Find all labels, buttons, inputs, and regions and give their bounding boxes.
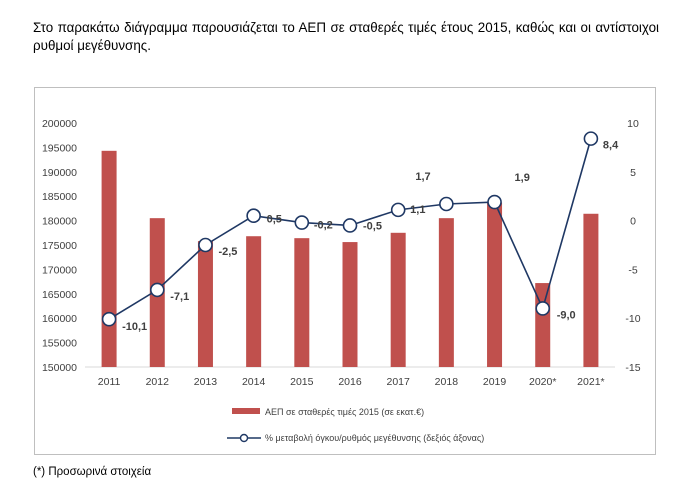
- chart-container: 150000 155000 160000 165000 170000 175000 1800…: [34, 87, 656, 455]
- left-axis-tick-label: 155000: [42, 338, 77, 350]
- left-axis-tick-label: 180000: [42, 216, 77, 228]
- left-axis-tick-label: 195000: [42, 142, 77, 154]
- bar-2019: [487, 202, 503, 367]
- x-axis-tick-label: 2018: [435, 376, 459, 388]
- x-axis-tick-label: 2021*: [577, 376, 604, 388]
- line-data-label: -9,0: [557, 309, 576, 321]
- bar-2011: [101, 150, 117, 367]
- legend-bar-label: ΑΕΠ σε σταθερές τιμές 2015 (σε εκατ.€): [265, 407, 424, 417]
- line-data-label: 1,7: [415, 171, 430, 183]
- line-data-label: 0,5: [267, 214, 282, 226]
- line-markers: [101, 131, 599, 327]
- x-axis-tick-label: 2014: [242, 376, 266, 388]
- line-data-labels: -10,1 -7,1 -2,5 0,5 -0,2 -0,5 1,1 1,7 1,9 -9,0 8,4: [122, 140, 619, 334]
- left-axis-tick-label: 160000: [42, 313, 77, 325]
- line-data-label: -10,1: [122, 321, 147, 333]
- bar-2014: [246, 236, 262, 367]
- line-data-label: -7,1: [170, 291, 189, 303]
- left-axis-tick-label: 170000: [42, 264, 77, 276]
- left-axis-tick-label: 200000: [42, 118, 77, 130]
- bar-2016: [342, 242, 358, 367]
- left-axis-tick-label: 150000: [42, 362, 77, 374]
- x-axis-tick-label: 2011: [98, 376, 121, 388]
- bar-2018: [438, 218, 454, 367]
- x-axis-tick-label: 2013: [194, 376, 218, 388]
- left-axis: 150000 155000 160000 165000 170000 175000 1800…: [42, 118, 77, 374]
- line-data-label: 1,1: [410, 204, 425, 216]
- right-axis-tick-label: 0: [630, 216, 636, 228]
- x-axis-tick-label: 2019: [483, 376, 507, 388]
- right-axis-tick-label: 10: [627, 118, 639, 130]
- legend-line-label: % μεταβολή όγκου/ρυθμός μεγέθυνσης (δεξι…: [265, 433, 484, 443]
- line-data-label: -0,5: [363, 220, 382, 232]
- line-marker-2021*: [583, 131, 599, 146]
- legend: ΑΕΠ σε σταθερές τιμές 2015 (σε εκατ.€) %…: [227, 407, 484, 443]
- legend-bar-swatch: [232, 408, 260, 414]
- x-axis-tick-label: 2017: [387, 376, 411, 388]
- line-data-label: 8,4: [603, 140, 619, 152]
- line-marker-2015: [294, 215, 310, 230]
- line-marker-2016: [342, 218, 358, 233]
- line-marker-2017: [390, 202, 406, 218]
- line-data-label: -2,5: [218, 246, 237, 258]
- line-marker-2020*: [535, 301, 551, 316]
- x-axis-tick-label: 2016: [338, 376, 362, 388]
- right-axis: -15 -10 -5 0 5 10: [625, 118, 640, 374]
- left-axis-tick-label: 165000: [42, 289, 77, 301]
- left-axis-tick-label: 190000: [42, 167, 77, 179]
- right-axis-tick-label: -10: [625, 313, 640, 325]
- x-axis-tick-label: 2020*: [529, 376, 556, 388]
- gdp-chart: 150000 155000 160000 165000 170000 175000 1800…: [42, 118, 641, 443]
- intro-paragraph: Στο παρακάτω διάγραμμα παρουσιάζεται το …: [33, 20, 659, 53]
- x-axis: 2011 2012 2013 2014 2015 2016 2017 2018 2019 2020…: [98, 376, 605, 388]
- bar-2021*: [583, 213, 599, 367]
- line-marker-2019: [487, 194, 502, 210]
- right-axis-tick-label: -5: [628, 264, 637, 276]
- bar-2015: [294, 238, 310, 367]
- line-marker-2014: [246, 208, 261, 224]
- footnote: (*) Προσωρινά στοιχεία: [33, 466, 152, 478]
- bar-2017: [390, 232, 406, 367]
- bar-2013: [197, 241, 213, 367]
- right-axis-tick-label: 5: [630, 167, 636, 179]
- line-data-label: 1,9: [515, 172, 530, 184]
- x-axis-tick-label: 2015: [290, 376, 314, 388]
- line-marker-2018: [439, 196, 454, 212]
- right-axis-tick-label: -15: [625, 362, 640, 374]
- left-axis-tick-label: 175000: [42, 240, 77, 252]
- left-axis-tick-label: 185000: [42, 191, 77, 203]
- line-marker-2012: [149, 282, 165, 298]
- line-marker-2013: [198, 237, 213, 253]
- line-data-label: -0,2: [314, 220, 333, 232]
- legend-line-marker: [239, 433, 249, 443]
- x-axis-tick-label: 2012: [146, 376, 170, 388]
- line-marker-2011: [101, 311, 117, 327]
